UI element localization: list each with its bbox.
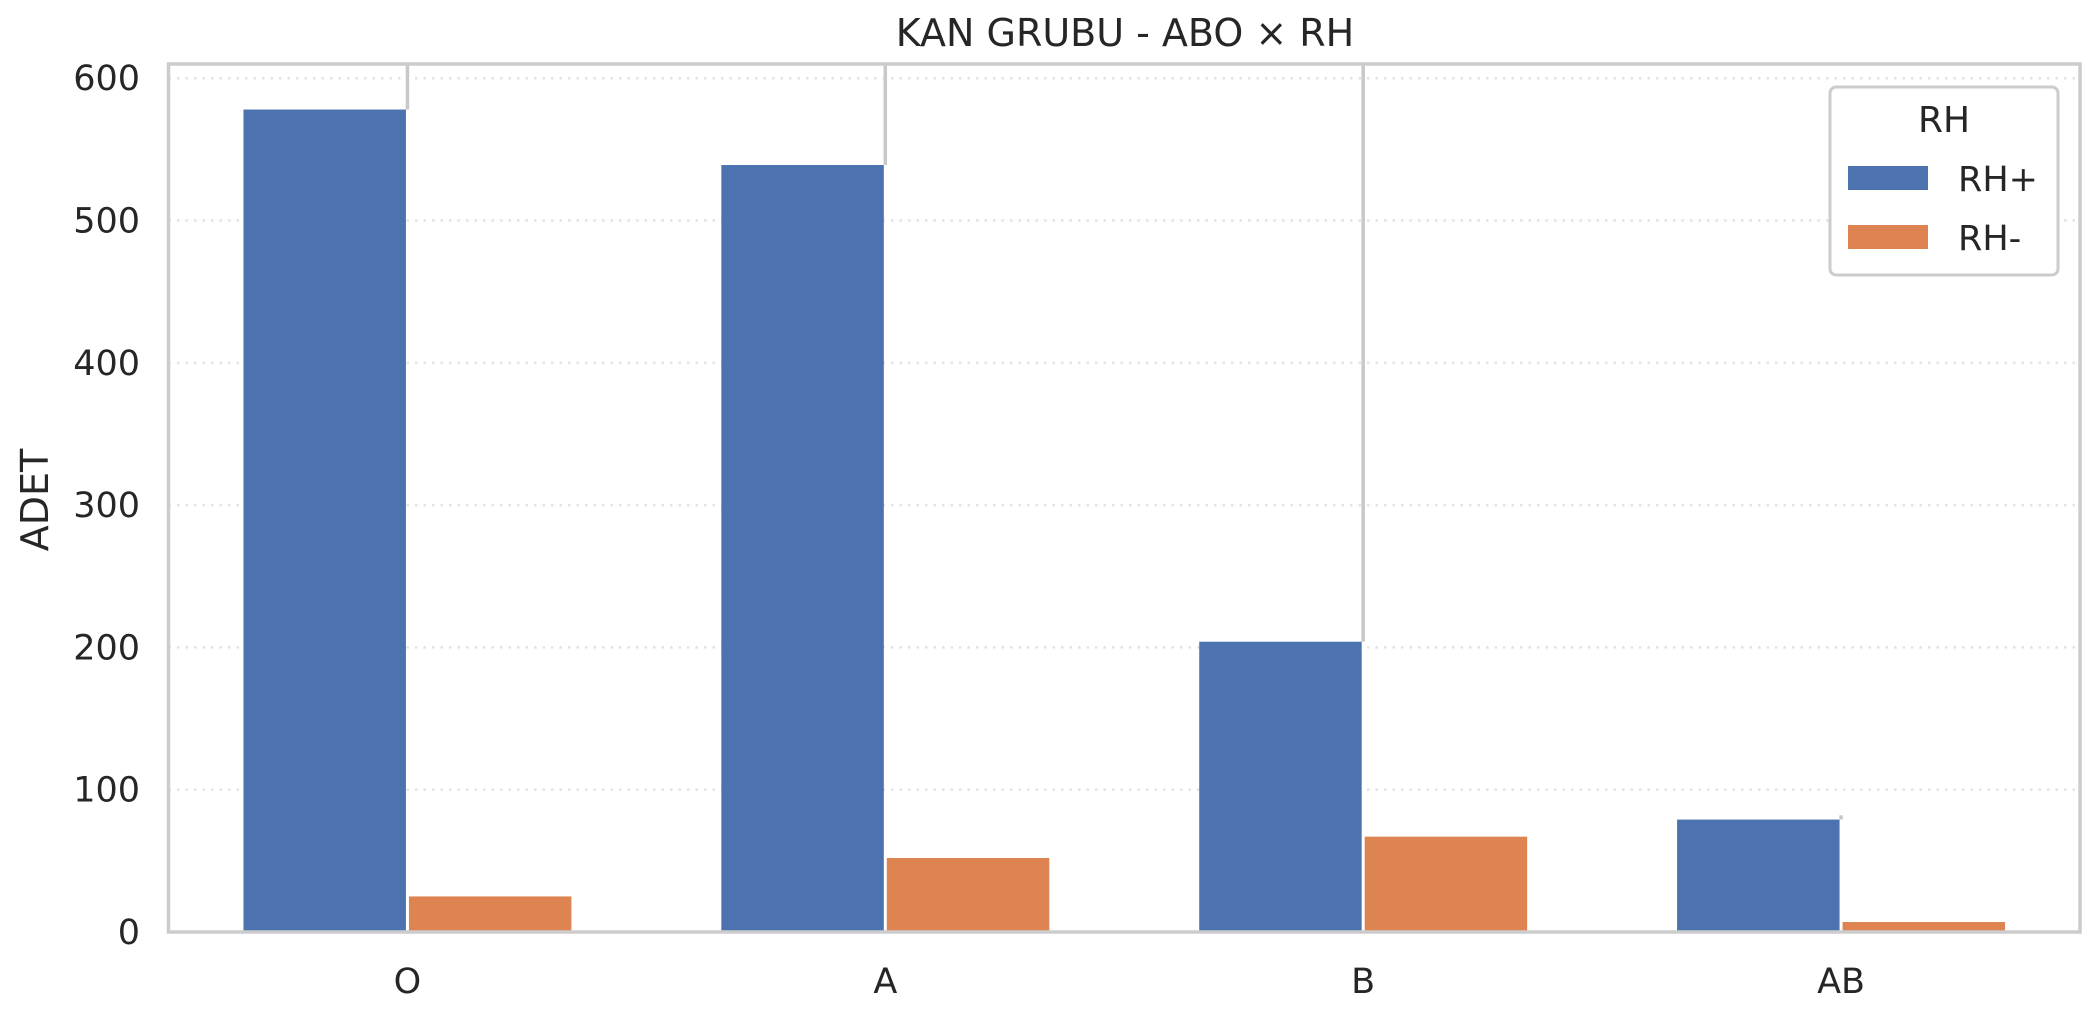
y-axis-ticks: 0 100 200 300 400 500 600 [73,59,140,953]
x-tick-AB: AB [1817,962,1865,1002]
x-tick-A: A [873,962,897,1002]
y-tick-400: 400 [73,344,140,384]
bar-AB-RH+ [1677,819,1840,932]
y-tick-600: 600 [73,59,140,99]
y-tick-500: 500 [73,202,140,242]
grid-lines [168,76,2080,791]
y-tick-200: 200 [73,628,140,668]
bar-O-RH+ [243,109,406,932]
x-tick-O: O [394,962,422,1002]
legend-label-rh-minus: RH- [1958,219,2021,259]
legend-title: RH [1918,100,1970,141]
bar-O-RH- [408,896,572,932]
legend-label-rh-plus: RH+ [1958,160,2038,200]
bar-A-RH- [886,858,1050,932]
legend-swatch-rh-minus [1848,225,1928,249]
error-bars [405,64,1843,820]
bar-B-RH+ [1199,641,1362,932]
bar-A-RH+ [721,165,884,932]
legend: RH RH+ RH- [1828,85,2060,277]
legend-swatch-rh-plus [1848,166,1928,190]
x-tick-B: B [1351,962,1375,1002]
x-axis-ticks: O A B AB [394,962,1865,1002]
y-tick-100: 100 [73,771,140,811]
bars [243,109,2006,932]
bar-B-RH- [1364,836,1528,932]
y-tick-0: 0 [118,913,140,953]
chart-title: KAN GRUBU - ABO × RH [896,11,1354,55]
bar-AB-RH- [1842,922,2006,932]
y-axis-label: ADET [13,448,57,551]
y-tick-300: 300 [73,486,140,526]
plot-frame [166,62,2082,934]
